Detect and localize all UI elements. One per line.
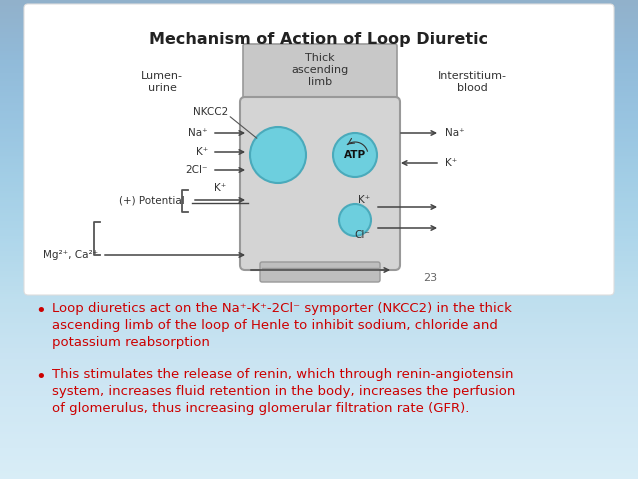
Text: K⁺: K⁺: [214, 183, 226, 193]
Text: K⁺: K⁺: [358, 195, 370, 205]
Text: Mechanism of Action of Loop Diuretic: Mechanism of Action of Loop Diuretic: [149, 32, 489, 47]
Circle shape: [333, 133, 377, 177]
FancyBboxPatch shape: [24, 4, 614, 295]
Text: K⁺: K⁺: [445, 158, 457, 168]
Text: NKCC2: NKCC2: [193, 107, 228, 117]
Text: Mg²⁺, Ca²⁺: Mg²⁺, Ca²⁺: [43, 250, 98, 260]
Text: Thick
ascending
limb: Thick ascending limb: [292, 53, 348, 87]
Text: Interstitium-
blood: Interstitium- blood: [438, 71, 507, 93]
Text: 2Cl⁻: 2Cl⁻: [186, 165, 208, 175]
Text: •: •: [35, 368, 46, 386]
Text: This stimulates the release of renin, which through renin-angiotensin: This stimulates the release of renin, wh…: [52, 368, 514, 381]
Text: ATP: ATP: [344, 150, 366, 160]
Text: of glomerulus, thus increasing glomerular filtration rate (GFR).: of glomerulus, thus increasing glomerula…: [52, 402, 470, 415]
Text: K⁺: K⁺: [196, 147, 208, 157]
Text: potassium reabsorption: potassium reabsorption: [52, 336, 210, 349]
Circle shape: [250, 127, 306, 183]
Text: system, increases fluid retention in the body, increases the perfusion: system, increases fluid retention in the…: [52, 385, 516, 398]
Text: Cl⁻: Cl⁻: [354, 230, 370, 240]
FancyBboxPatch shape: [260, 262, 380, 282]
Text: Na⁺: Na⁺: [445, 128, 464, 138]
Text: 23: 23: [423, 273, 437, 283]
Text: (+) Potential: (+) Potential: [119, 195, 185, 205]
FancyBboxPatch shape: [243, 44, 397, 100]
Text: ascending limb of the loop of Henle to inhibit sodium, chloride and: ascending limb of the loop of Henle to i…: [52, 319, 498, 332]
Text: Lumen-
urine: Lumen- urine: [141, 71, 183, 93]
Text: Loop diuretics act on the Na⁺-K⁺-2Cl⁻ symporter (NKCC2) in the thick: Loop diuretics act on the Na⁺-K⁺-2Cl⁻ sy…: [52, 302, 512, 315]
Circle shape: [339, 204, 371, 236]
FancyBboxPatch shape: [240, 97, 400, 270]
Text: Na⁺: Na⁺: [188, 128, 208, 138]
Text: •: •: [35, 302, 46, 320]
